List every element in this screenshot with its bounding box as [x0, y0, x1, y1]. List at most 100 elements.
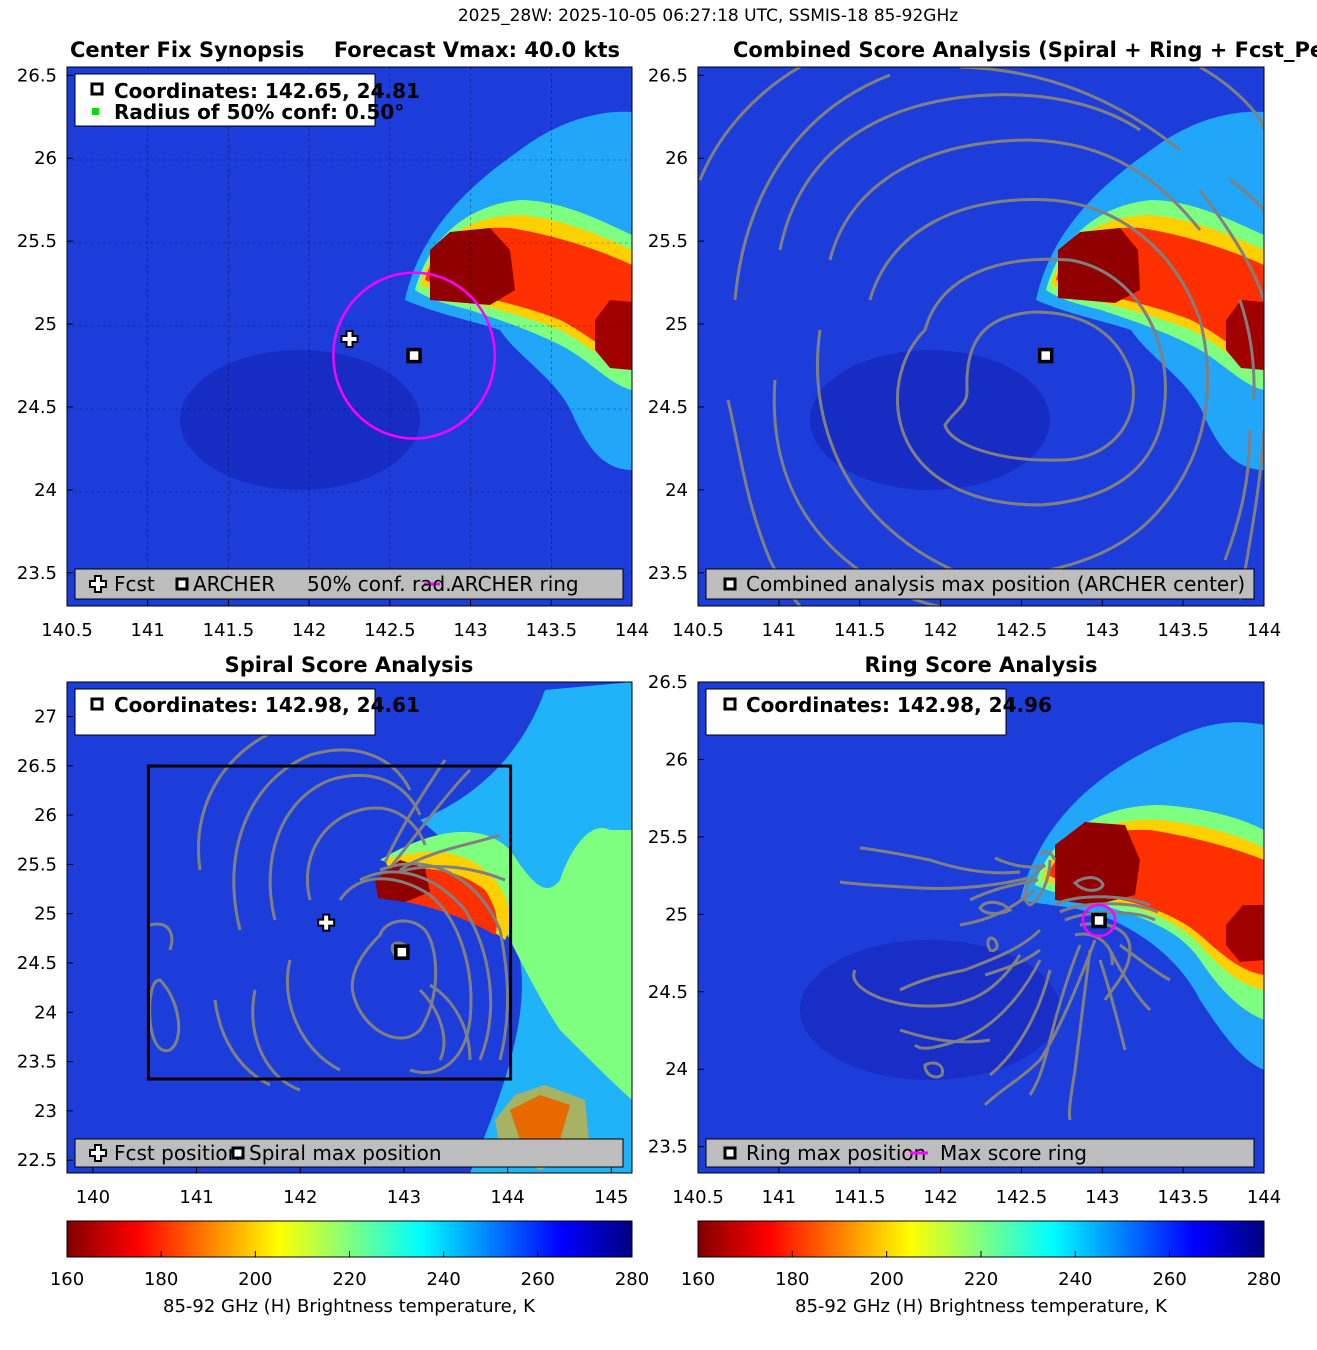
x-tick-label: 140.5 — [41, 620, 93, 641]
x-tick-label: 142.5 — [996, 1187, 1048, 1208]
y-tick-label: 26 — [665, 148, 688, 169]
x-tick-label: 144 — [1247, 620, 1281, 641]
panel-title: Spiral Score Analysis — [225, 653, 474, 677]
y-tick-label: 24 — [34, 480, 57, 501]
archer-position-marker — [406, 347, 422, 364]
colorbar-tick-label: 200 — [238, 1269, 272, 1290]
y-tick-label: 24.5 — [648, 397, 688, 418]
y-tick-label: 24 — [665, 1059, 688, 1080]
colorbar-left: 160 180 200 220 240 260 280 85-92 GHz (H) Brig… — [50, 1220, 649, 1317]
spiral-max-marker-icon — [231, 1146, 245, 1160]
fcst-marker — [340, 329, 359, 348]
info-box: Coordinates: 142.98, 24.61 — [74, 688, 420, 736]
colorbar-tick-label: 280 — [615, 1269, 649, 1290]
x-tick-label: 143 — [1085, 620, 1119, 641]
axis-ticks: 140.5 141 141.5 142 142.5 143 143.5 144 23.5 24 24… — [17, 65, 649, 641]
legend-archer: ARCHER — [193, 572, 275, 596]
y-tick-label: 23.5 — [648, 1137, 688, 1158]
legend: Combined analysis max position (ARCHER c… — [705, 568, 1255, 600]
y-tick-label: 26.5 — [17, 65, 57, 86]
y-tick-label: 24 — [665, 480, 688, 501]
fcst-marker-icon — [89, 1144, 107, 1162]
x-tick-label: 140 — [76, 1187, 110, 1208]
x-tick-label: 142.5 — [364, 620, 416, 641]
panel-title: Combined Score Analysis (Spiral + Ring +… — [733, 38, 1317, 62]
y-tick-label: 24.5 — [17, 397, 57, 418]
colorbar-tick-label: 260 — [1152, 1269, 1186, 1290]
x-tick-label: 142 — [923, 1187, 957, 1208]
colorbar-tick-label: 200 — [869, 1269, 903, 1290]
y-tick-label: 25 — [34, 314, 57, 335]
y-tick-label: 25 — [665, 904, 688, 925]
archer-marker-icon — [90, 82, 104, 96]
y-tick-label: 23.5 — [17, 1052, 57, 1073]
score-contours — [148, 723, 509, 1092]
x-tick-label: 143 — [1085, 1187, 1119, 1208]
y-tick-label: 23.5 — [648, 563, 688, 584]
y-tick-label: 26 — [34, 805, 57, 826]
legend-ring-max: Ring max position — [746, 1141, 926, 1165]
colorbar-tick-label: 240 — [1058, 1269, 1092, 1290]
legend-max-score-ring: Max score ring — [940, 1141, 1087, 1165]
plot-frame — [697, 66, 1265, 607]
x-tick-label: 143.5 — [526, 620, 578, 641]
y-tick-label: 22.5 — [17, 1150, 57, 1171]
archer-marker-icon — [175, 577, 189, 591]
y-tick-label: 25 — [665, 314, 688, 335]
x-tick-label: 141 — [179, 1187, 213, 1208]
legend: Fcst ARCHER 50% conf. rad. ARCHER ring — [74, 568, 624, 600]
info-box: Coordinates: 142.65, 24.81 Radius of 50%… — [74, 73, 420, 127]
spiral-max-marker-icon — [90, 697, 104, 711]
cold-region-darkblue — [800, 940, 1060, 1080]
colorbar-tick-label: 260 — [521, 1269, 555, 1290]
y-tick-label: 26 — [665, 749, 688, 770]
colorbar-label: 85-92 GHz (H) Brightness temperature, K — [163, 1296, 536, 1317]
max-position-marker — [1091, 912, 1107, 929]
x-tick-label: 141.5 — [203, 620, 255, 641]
info-coordinates: Coordinates: 142.65, 24.81 — [114, 79, 420, 103]
x-tick-label: 142 — [292, 620, 326, 641]
max-position-marker — [394, 944, 410, 960]
colorbar-tick-label: 280 — [1247, 1269, 1281, 1290]
search-box — [146, 764, 513, 1081]
info-radius: Radius of 50% conf: 0.50° — [114, 100, 404, 124]
x-tick-label: 141.5 — [834, 620, 886, 641]
x-tick-label: 143 — [387, 1187, 421, 1208]
core-darkred — [430, 228, 515, 305]
ring-max-marker-icon — [723, 697, 737, 711]
legend-ring: ARCHER ring — [451, 572, 579, 596]
info-coordinates: Coordinates: 142.98, 24.96 — [746, 693, 1052, 717]
panel-combined: Combined Score Analysis (Spiral + Ring +… — [648, 38, 1317, 641]
y-tick-label: 25.5 — [17, 854, 57, 875]
colorbar-tick-label: 220 — [332, 1269, 366, 1290]
info-box: Coordinates: 142.98, 24.96 — [705, 688, 1052, 736]
colorbar-tick-label: 180 — [144, 1269, 178, 1290]
y-tick-label: 24.5 — [17, 953, 57, 974]
axis-ticks: 140 141 142 143 144 145 22.5 23 23.5 24 24.5 25 25.5… — [17, 707, 629, 1208]
colorbar-label: 85-92 GHz (H) Brightness temperature, K — [795, 1296, 1168, 1317]
panel-title-left: Center Fix Synopsis — [70, 38, 304, 62]
x-tick-label: 143.5 — [1157, 620, 1209, 641]
core-darkred-east — [1226, 905, 1264, 962]
y-tick-label: 25.5 — [648, 827, 688, 848]
panel-spiral: Spiral Score Analysis — [17, 653, 633, 1208]
band-green — [380, 828, 632, 1100]
x-tick-label: 140.5 — [672, 1187, 724, 1208]
legend-fcst: Fcst — [114, 572, 155, 596]
panel-center-fix: Center Fix Synopsis Forecast Vmax: 40.0 … — [17, 38, 649, 641]
panel-ring: Ring Score Analysis — [648, 653, 1281, 1208]
figure-title: 2025_28W: 2025-10-05 06:27:18 UTC, SSMIS… — [458, 6, 958, 26]
colorbar-tick-label: 240 — [426, 1269, 460, 1290]
x-tick-label: 141.5 — [834, 1187, 886, 1208]
y-tick-label: 27 — [34, 707, 57, 728]
y-tick-label: 26.5 — [17, 756, 57, 777]
y-tick-label: 24 — [34, 1002, 57, 1023]
colorbar-tick-label: 220 — [964, 1269, 998, 1290]
info-coordinates: Coordinates: 142.98, 24.61 — [114, 693, 420, 717]
core-darkred-east — [1226, 300, 1264, 370]
legend-combined-max: Combined analysis max position (ARCHER c… — [746, 572, 1245, 596]
x-tick-label: 145 — [594, 1187, 628, 1208]
max-position-marker-icon — [723, 577, 737, 591]
x-tick-label: 140.5 — [672, 620, 724, 641]
x-tick-label: 144 — [615, 620, 649, 641]
